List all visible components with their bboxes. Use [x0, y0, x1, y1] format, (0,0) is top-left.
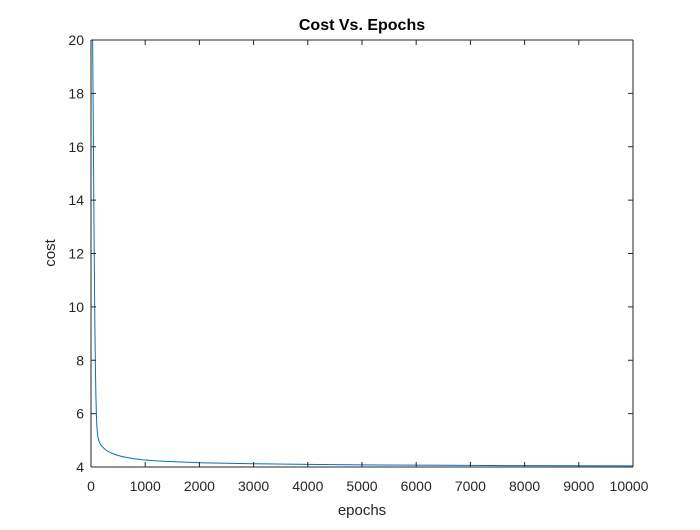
x-tick-label: 8000: [509, 478, 540, 494]
y-tick-label: 4: [76, 459, 84, 475]
x-tick-label: 1000: [130, 478, 161, 494]
x-tick-label: 9000: [563, 478, 594, 494]
series-line-0: [92, 40, 633, 467]
y-tick-label: 16: [68, 139, 84, 155]
y-tick-label: 10: [68, 299, 84, 315]
x-tick-label: 4000: [292, 478, 323, 494]
x-tick-label: 6000: [401, 478, 432, 494]
x-axis-label: epochs: [338, 502, 386, 519]
y-tick-label: 20: [68, 32, 84, 48]
plot-background: [91, 40, 633, 467]
x-tick-label: 2000: [184, 478, 215, 494]
axis-ticks: 0 1000 2000 3000 4000 5000 6000 7000 8000 9000 100…: [68, 32, 648, 494]
y-tick-label: 6: [76, 406, 84, 422]
chart-title: Cost Vs. Epochs: [299, 17, 425, 34]
x-tick-label: 5000: [346, 478, 377, 494]
x-tick-label: 0: [87, 478, 95, 494]
x-tick-label: 3000: [238, 478, 269, 494]
x-tick-label: 7000: [455, 478, 486, 494]
y-tick-label: 18: [68, 85, 84, 101]
y-tick-label: 8: [76, 352, 84, 368]
plot-area: [90, 39, 634, 468]
y-tick-label: 14: [68, 192, 84, 208]
y-axis-label: cost: [42, 238, 59, 266]
y-tick-label: 12: [68, 246, 84, 262]
x-tick-label: 10000: [610, 478, 649, 494]
